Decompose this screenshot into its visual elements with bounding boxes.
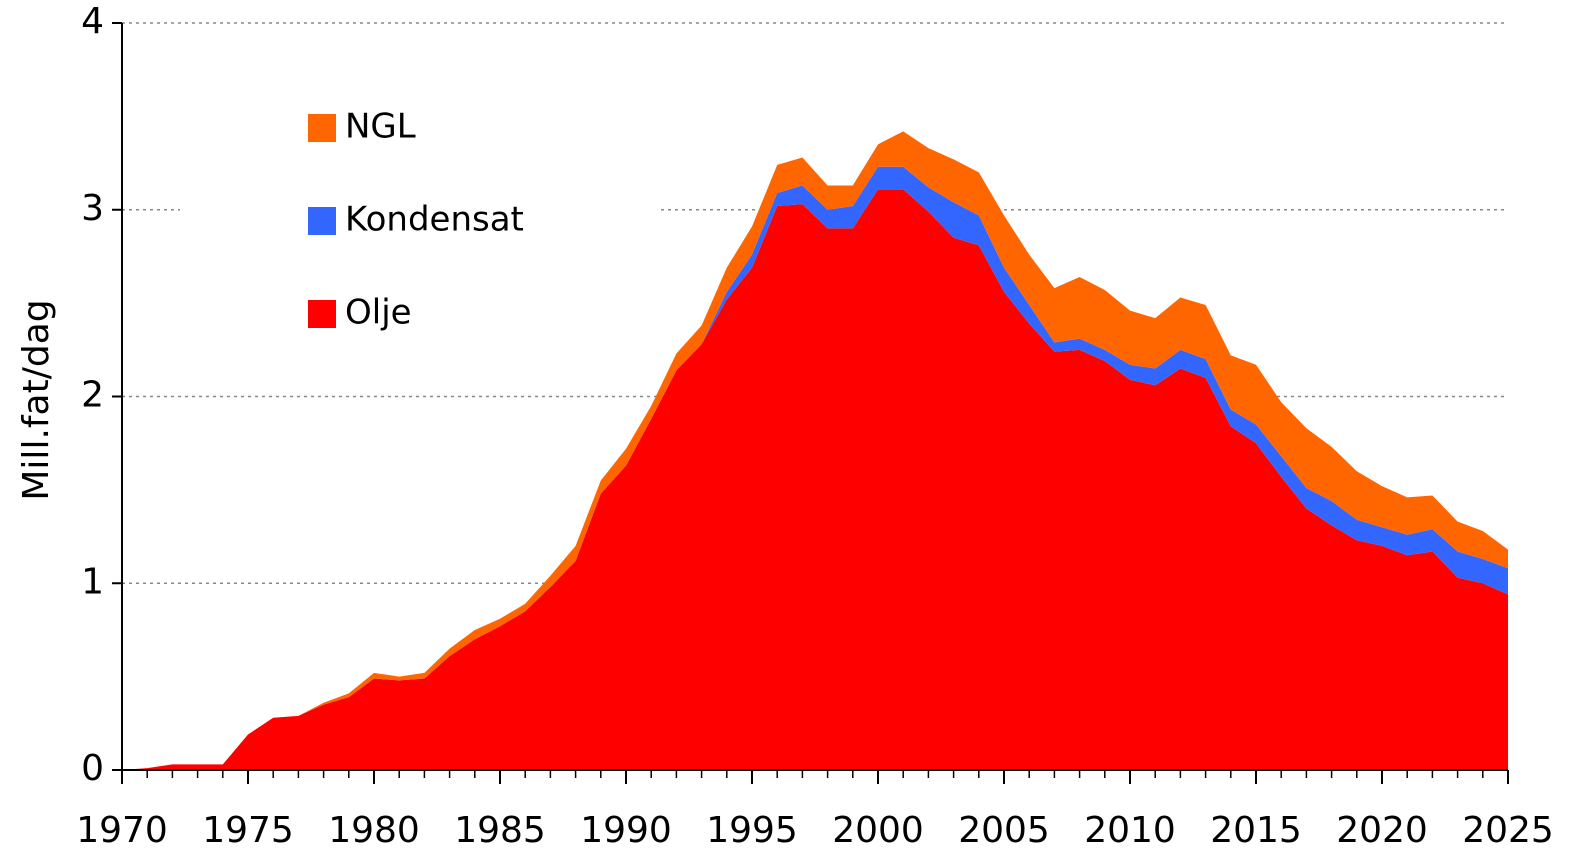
legend-label: Kondensat xyxy=(345,200,524,240)
legend-label: NGL xyxy=(345,107,416,147)
x-tick-label: 1985 xyxy=(454,810,546,851)
y-tick-label: 2 xyxy=(81,375,104,416)
x-tick-label: 2000 xyxy=(832,810,924,851)
x-tick-label: 2025 xyxy=(1462,810,1554,851)
x-tick-label: 1980 xyxy=(328,810,420,851)
y-tick-label: 3 xyxy=(81,188,104,229)
legend-background xyxy=(180,95,660,345)
x-tick-label: 1995 xyxy=(706,810,798,851)
x-tick-label: 2005 xyxy=(958,810,1050,851)
y-axis-title: Mill.fat/dag xyxy=(16,299,57,500)
y-tick-label: 1 xyxy=(81,561,104,602)
x-tick-label: 1990 xyxy=(580,810,672,851)
legend-swatch xyxy=(308,114,336,142)
legend-label: Olje xyxy=(345,293,412,333)
x-tick-label: 1970 xyxy=(76,810,168,851)
x-tick-label: 1975 xyxy=(202,810,294,851)
x-tick-label: 2010 xyxy=(1084,810,1176,851)
x-tick-label: 2015 xyxy=(1210,810,1302,851)
legend-swatch xyxy=(308,300,336,328)
x-tick-label: 2020 xyxy=(1336,810,1428,851)
legend-swatch xyxy=(308,207,336,235)
y-tick-label: 4 xyxy=(81,1,104,42)
y-tick-label: 0 xyxy=(81,748,104,789)
area xyxy=(122,189,1508,770)
